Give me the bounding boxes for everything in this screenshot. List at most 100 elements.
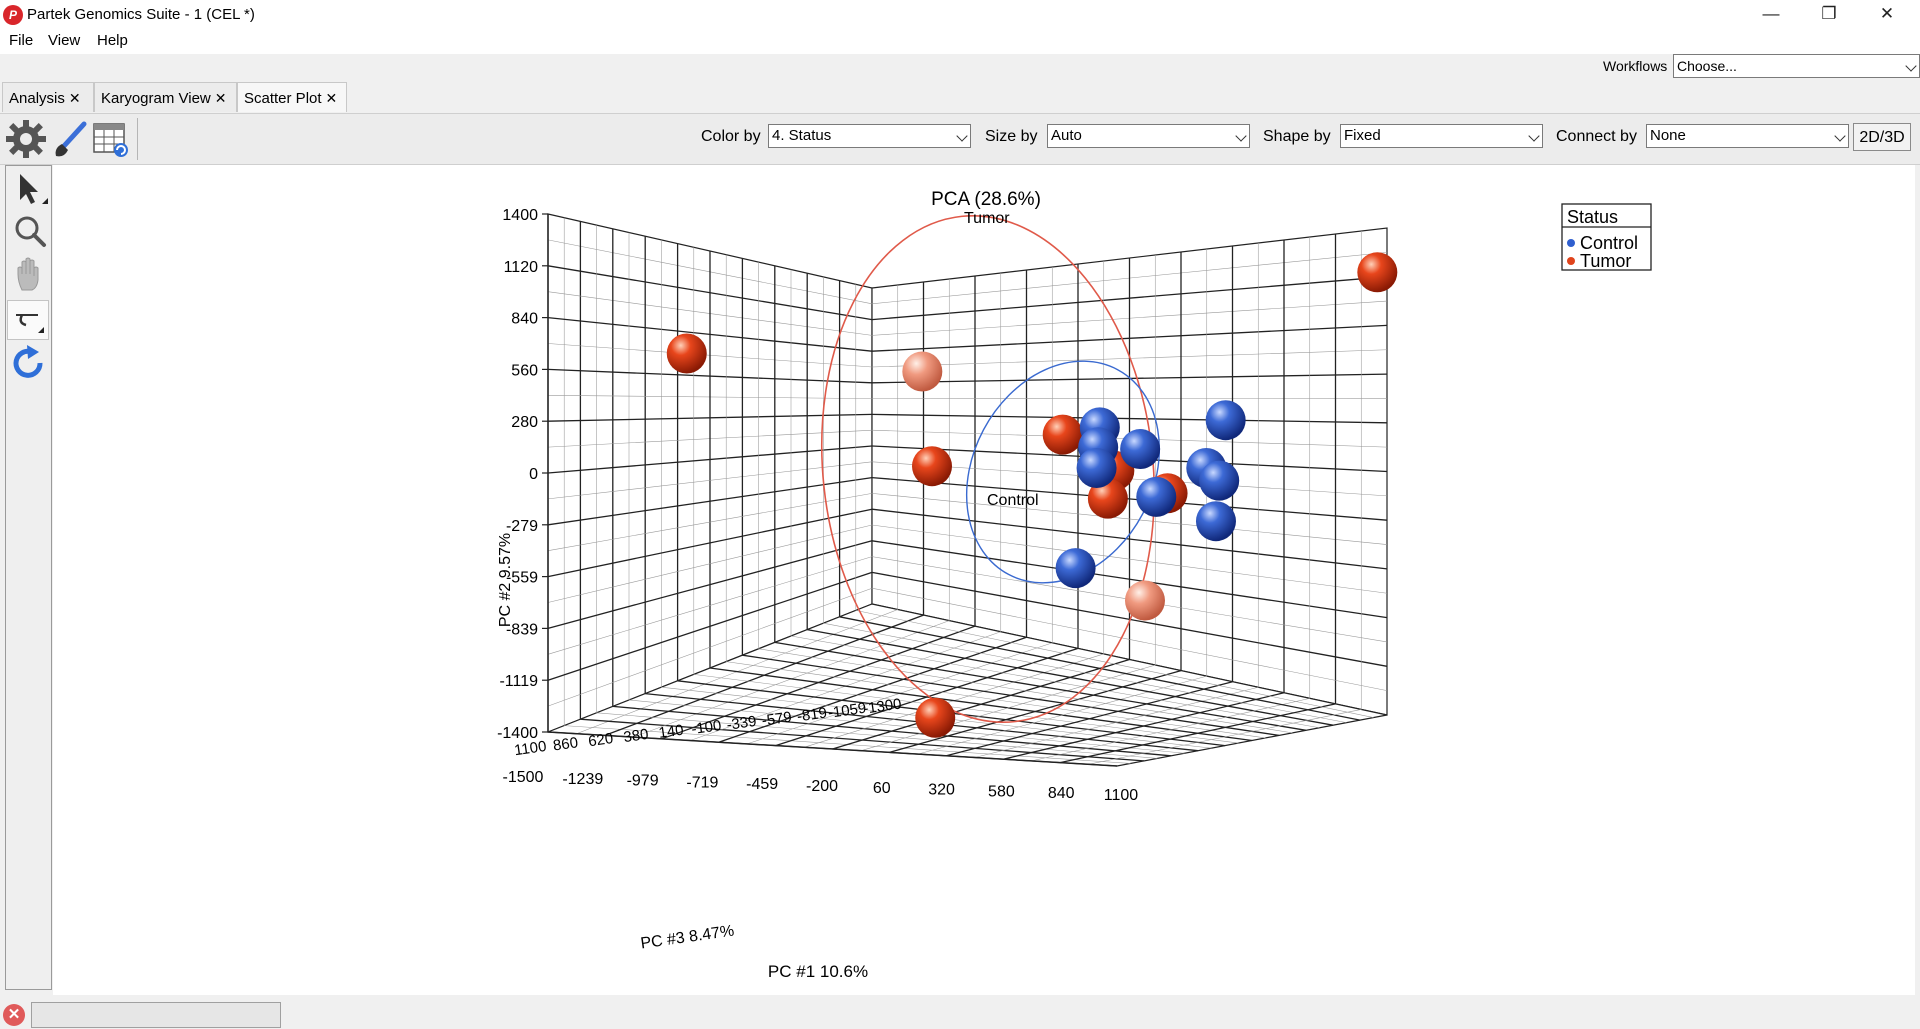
plot-toolbar xyxy=(0,113,1920,165)
menu-view[interactable]: View xyxy=(48,32,81,49)
close-window-icon[interactable]: ✕ xyxy=(1879,4,1895,23)
pca-3d-scatter[interactable]: 1400 1120 840 560 280 0 -279 -559 -839 -1119 -1400… xyxy=(53,165,1915,995)
x-tick-label: 60 xyxy=(873,780,891,797)
close-tab-icon[interactable]: ✕ xyxy=(68,90,81,106)
tab-label: Scatter Plot xyxy=(244,90,322,107)
control-point xyxy=(1136,476,1177,517)
legend: Status Control Tumor xyxy=(1561,203,1652,271)
control-point xyxy=(1076,447,1117,488)
y-tick-label: 0 xyxy=(529,466,538,483)
x-tick-label: -719 xyxy=(686,774,718,791)
z-tick-label: -579 xyxy=(761,709,793,730)
tumor-point xyxy=(902,351,943,392)
paintbrush-icon[interactable] xyxy=(50,120,90,160)
z-tick-label: 860 xyxy=(552,734,579,754)
tab-scatter-plot[interactable]: Scatter Plot ✕ xyxy=(237,82,347,112)
pan-hand-icon[interactable] xyxy=(12,254,48,294)
tumor-point xyxy=(1042,414,1083,455)
y-tick-label: -559 xyxy=(506,570,538,587)
restore-icon[interactable]: ❐ xyxy=(1821,4,1837,23)
tab-karyogram-view[interactable]: Karyogram View ✕ xyxy=(94,82,237,112)
grid-line xyxy=(807,628,1334,726)
reset-rotation-icon[interactable] xyxy=(10,344,48,382)
toggle-2d-3d-button[interactable]: 2D/3D xyxy=(1853,123,1911,151)
x-tick-label: -459 xyxy=(746,776,778,793)
grid-line xyxy=(1088,709,1362,765)
tab-label: Karyogram View xyxy=(101,90,211,107)
size-by-select[interactable]: Auto xyxy=(1047,124,1250,148)
x-tick-label: -1239 xyxy=(562,771,603,788)
grid-line xyxy=(823,622,1347,723)
y-tick-label: -839 xyxy=(506,621,538,638)
grid-line xyxy=(758,648,1293,734)
x-tick-label: 1100 xyxy=(1104,787,1139,804)
control-point xyxy=(1055,548,1096,589)
y-tick-label: 1120 xyxy=(504,259,539,276)
legend-control-marker xyxy=(1567,239,1575,247)
minimize-icon[interactable]: — xyxy=(1762,4,1780,23)
grid-walls xyxy=(547,213,1388,767)
x-tick-label: -200 xyxy=(806,778,838,795)
error-icon[interactable]: ✕ xyxy=(3,1004,25,1026)
tumor-point xyxy=(915,697,956,738)
control-ellipse-label: Control xyxy=(987,492,1039,509)
close-tab-icon[interactable]: ✕ xyxy=(214,90,227,106)
color-by-value: 4. Status xyxy=(772,127,832,144)
grid-line xyxy=(871,493,1388,545)
close-tab-icon[interactable]: ✕ xyxy=(325,90,338,106)
legend-control-label: Control xyxy=(1580,233,1638,253)
grid-line xyxy=(547,540,873,630)
menu-bar: File View Help xyxy=(0,30,1920,54)
chevron-down-icon xyxy=(1834,130,1846,142)
grid-line xyxy=(547,571,873,681)
workflows-select[interactable]: Choose... xyxy=(1673,54,1920,78)
zoom-icon[interactable] xyxy=(12,212,48,250)
grid-line xyxy=(774,641,1307,731)
grid-line xyxy=(547,493,873,551)
menu-file[interactable]: File xyxy=(9,32,34,49)
y-tick-label: 560 xyxy=(511,362,538,379)
table-refresh-icon[interactable] xyxy=(92,122,132,160)
z-tick-label: -819 xyxy=(796,704,828,725)
connect-by-label: Connect by xyxy=(1556,128,1637,145)
connect-by-value: None xyxy=(1650,127,1686,144)
y-tick-label: 1400 xyxy=(502,207,538,224)
y-tick-label: 840 xyxy=(511,311,538,328)
control-point xyxy=(1205,400,1246,441)
workflows-value: Choose... xyxy=(1677,58,1737,74)
control-ellipse xyxy=(965,360,1161,584)
chevron-down-icon xyxy=(1905,60,1917,72)
grid-line xyxy=(871,524,1388,594)
grid-line xyxy=(946,681,1233,757)
color-by-select[interactable]: 4. Status xyxy=(768,124,971,148)
chevron-down-icon xyxy=(1528,130,1540,142)
pointer-icon[interactable] xyxy=(12,170,48,208)
plot-canvas[interactable]: 1400 1120 840 560 280 0 -279 -559 -839 -1119 -1400… xyxy=(53,165,1915,995)
x-axis-line xyxy=(547,731,1118,767)
y-tick-label: -279 xyxy=(506,518,538,535)
chevron-down-icon xyxy=(1235,130,1247,142)
rotate-mode-button[interactable] xyxy=(7,300,49,340)
chevron-down-icon xyxy=(956,130,968,142)
x-tick-label: -1500 xyxy=(503,769,544,786)
connect-by-select[interactable]: None xyxy=(1646,124,1849,148)
grid-line xyxy=(547,461,873,500)
workflows-label: Workflows xyxy=(1603,58,1668,74)
shape-by-select[interactable]: Fixed xyxy=(1340,124,1543,148)
tab-analysis[interactable]: Analysis ✕ xyxy=(2,82,94,112)
shape-by-value: Fixed xyxy=(1344,127,1381,144)
tumor-point xyxy=(912,446,953,487)
partek-logo-icon: P xyxy=(3,5,23,25)
tumor-ellipse-label: Tumor xyxy=(964,210,1010,227)
chart-title: PCA (28.6%) xyxy=(931,189,1041,210)
menu-help[interactable]: Help xyxy=(97,32,128,49)
color-by-label: Color by xyxy=(701,128,761,145)
tumor-point xyxy=(1087,478,1128,519)
legend-title: Status xyxy=(1567,207,1618,227)
toolbar-divider xyxy=(137,118,138,160)
status-bar xyxy=(0,998,1920,1029)
gear-icon[interactable] xyxy=(4,118,48,160)
grid-line xyxy=(871,540,1388,619)
y-tick-label: -1119 xyxy=(499,673,538,690)
z-tick-label: 1100 xyxy=(513,738,547,759)
